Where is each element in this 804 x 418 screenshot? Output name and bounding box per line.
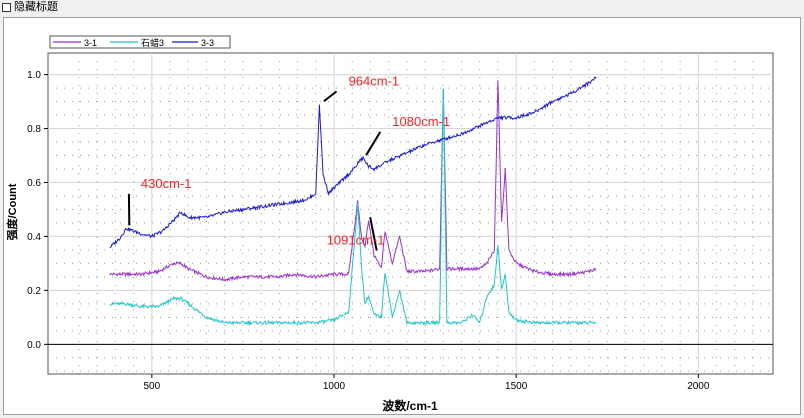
x-tick-label: 1500 [505, 381, 528, 392]
legend-box [49, 35, 231, 49]
x-tick-label: 2000 [687, 381, 710, 392]
legend-label-3-1: 3-1 [84, 38, 97, 48]
x-tick-label: 1000 [323, 381, 346, 392]
annotation-label: 430cm-1 [141, 176, 192, 191]
hide-title-label: 隐藏标题 [14, 1, 58, 13]
series-line-石蜡3 [109, 88, 597, 327]
legend-label-paraffin: 石蜡3 [141, 37, 164, 48]
legend: 3-1 石蜡3 3-3 [49, 35, 231, 49]
annotations-group: 430cm-1 964cm-1 1080cm-1 1091cm-1 [127, 73, 450, 251]
top-bar: 隐藏标题 [0, 0, 804, 15]
grid [48, 53, 773, 374]
y-tick-label: 0.0 [27, 340, 41, 351]
annotation-pointer [365, 131, 382, 156]
annotation-label: 964cm-1 [349, 73, 400, 88]
series-line-3-1 [109, 80, 597, 283]
y-tick-label: 0.6 [27, 178, 41, 189]
annotation-pointer [323, 90, 338, 103]
series-line-3-3 [109, 76, 597, 249]
y-tick-label: 1.0 [27, 70, 41, 81]
y-axis-label: 强度/Count [5, 183, 19, 240]
hide-title-checkbox[interactable]: 隐藏标题 [2, 1, 58, 14]
series-group [109, 76, 597, 327]
x-axis-label: 波数/cm-1 [382, 398, 438, 413]
y-tick-label: 0.4 [27, 232, 41, 243]
annotation-pointer [369, 217, 378, 251]
annotation-label: 1091cm-1 [327, 233, 385, 248]
checkbox-box[interactable] [2, 3, 11, 12]
legend-label-3-3: 3-3 [201, 38, 214, 48]
plot-area [47, 52, 774, 375]
axes-group: 0.0 0.2 0.4 0.6 0.8 1.0 500 1000 1500 2000 [27, 70, 710, 392]
annotation-label: 1080cm-1 [392, 114, 450, 129]
y-tick-label: 0.8 [27, 124, 41, 135]
y-tick-label: 0.2 [27, 286, 41, 297]
x-tick-label: 500 [143, 381, 160, 392]
